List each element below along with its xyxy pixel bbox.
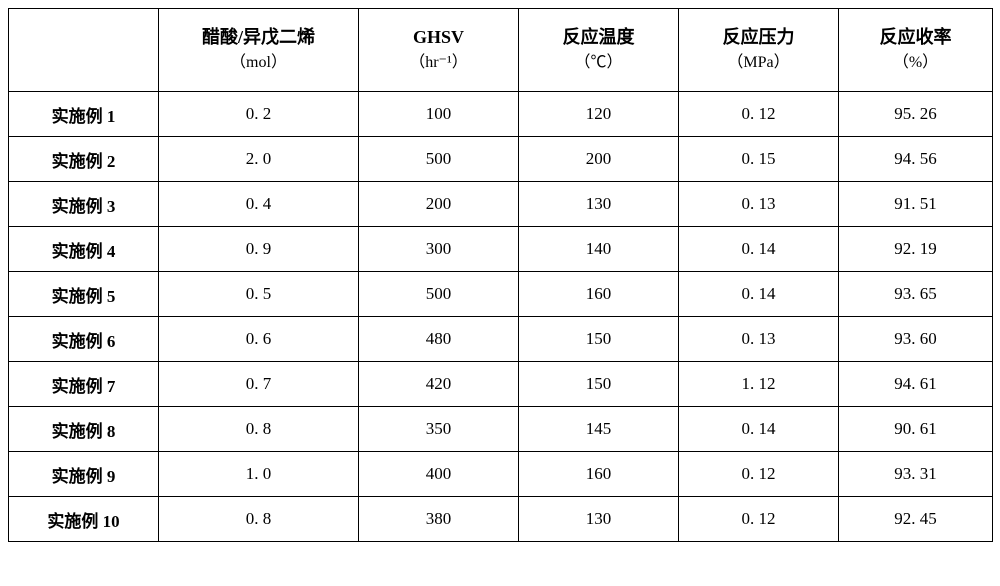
- cell-value: 350: [359, 407, 519, 452]
- cell-value: 160: [519, 272, 679, 317]
- cell-value: 0. 14: [679, 227, 839, 272]
- cell-value: 91. 51: [839, 182, 993, 227]
- col-header-sub: （hr⁻¹）: [359, 50, 518, 76]
- cell-value: 0. 13: [679, 182, 839, 227]
- cell-value: 93. 31: [839, 452, 993, 497]
- cell-value: 380: [359, 497, 519, 542]
- table-row: 实施例 60. 64801500. 1393. 60: [9, 317, 993, 362]
- row-label: 实施例 9: [9, 452, 159, 497]
- cell-value: 0. 13: [679, 317, 839, 362]
- cell-value: 130: [519, 182, 679, 227]
- cell-value: 0. 7: [159, 362, 359, 407]
- table-row: 实施例 91. 04001600. 1293. 31: [9, 452, 993, 497]
- col-header-sub: （%）: [839, 50, 992, 76]
- table-row: 实施例 80. 83501450. 1490. 61: [9, 407, 993, 452]
- row-label: 实施例 10: [9, 497, 159, 542]
- table-row: 实施例 22. 05002000. 1594. 56: [9, 137, 993, 182]
- cell-value: 150: [519, 362, 679, 407]
- cell-value: 94. 56: [839, 137, 993, 182]
- cell-value: 150: [519, 317, 679, 362]
- cell-value: 300: [359, 227, 519, 272]
- cell-value: 0. 8: [159, 407, 359, 452]
- cell-value: 400: [359, 452, 519, 497]
- cell-value: 160: [519, 452, 679, 497]
- cell-value: 0. 2: [159, 92, 359, 137]
- table-body: 实施例 10. 21001200. 1295. 26实施例 22. 050020…: [9, 92, 993, 542]
- col-header-main: GHSV: [359, 25, 518, 50]
- row-label: 实施例 1: [9, 92, 159, 137]
- cell-value: 90. 61: [839, 407, 993, 452]
- cell-value: 92. 19: [839, 227, 993, 272]
- cell-value: 0. 15: [679, 137, 839, 182]
- cell-value: 100: [359, 92, 519, 137]
- row-label: 实施例 4: [9, 227, 159, 272]
- cell-value: 480: [359, 317, 519, 362]
- data-table: 醋酸/异戊二烯 （mol） GHSV （hr⁻¹） 反应温度 （℃） 反应压力 …: [8, 8, 993, 542]
- table-row: 实施例 50. 55001600. 1493. 65: [9, 272, 993, 317]
- cell-value: 0. 9: [159, 227, 359, 272]
- cell-value: 500: [359, 137, 519, 182]
- cell-value: 93. 60: [839, 317, 993, 362]
- table-row: 实施例 30. 42001300. 1391. 51: [9, 182, 993, 227]
- cell-value: 500: [359, 272, 519, 317]
- cell-value: 2. 0: [159, 137, 359, 182]
- row-label: 实施例 6: [9, 317, 159, 362]
- row-label: 实施例 8: [9, 407, 159, 452]
- cell-value: 0. 12: [679, 92, 839, 137]
- col-header-blank: [9, 9, 159, 92]
- col-header-pressure: 反应压力 （MPa）: [679, 9, 839, 92]
- cell-value: 140: [519, 227, 679, 272]
- col-header-ghsv: GHSV （hr⁻¹）: [359, 9, 519, 92]
- cell-value: 0. 4: [159, 182, 359, 227]
- cell-value: 200: [359, 182, 519, 227]
- table-row: 实施例 40. 93001400. 1492. 19: [9, 227, 993, 272]
- col-header-main: 反应压力: [679, 25, 838, 50]
- cell-value: 0. 14: [679, 407, 839, 452]
- cell-value: 0. 6: [159, 317, 359, 362]
- row-label: 实施例 5: [9, 272, 159, 317]
- table-row: 实施例 10. 21001200. 1295. 26: [9, 92, 993, 137]
- cell-value: 0. 14: [679, 272, 839, 317]
- cell-value: 420: [359, 362, 519, 407]
- cell-value: 200: [519, 137, 679, 182]
- col-header-sub: （℃）: [519, 50, 678, 76]
- row-label: 实施例 2: [9, 137, 159, 182]
- cell-value: 130: [519, 497, 679, 542]
- col-header-main: 醋酸/异戊二烯: [159, 25, 358, 50]
- col-header-main: 反应温度: [519, 25, 678, 50]
- cell-value: 1. 12: [679, 362, 839, 407]
- cell-value: 0. 12: [679, 497, 839, 542]
- cell-value: 93. 65: [839, 272, 993, 317]
- cell-value: 0. 12: [679, 452, 839, 497]
- cell-value: 0. 8: [159, 497, 359, 542]
- col-header-yield: 反应收率 （%）: [839, 9, 993, 92]
- table-header-row: 醋酸/异戊二烯 （mol） GHSV （hr⁻¹） 反应温度 （℃） 反应压力 …: [9, 9, 993, 92]
- row-label: 实施例 3: [9, 182, 159, 227]
- col-header-temp: 反应温度 （℃）: [519, 9, 679, 92]
- col-header-ratio: 醋酸/异戊二烯 （mol）: [159, 9, 359, 92]
- row-label: 实施例 7: [9, 362, 159, 407]
- cell-value: 95. 26: [839, 92, 993, 137]
- cell-value: 1. 0: [159, 452, 359, 497]
- col-header-sub: （MPa）: [679, 50, 838, 76]
- col-header-main: 反应收率: [839, 25, 992, 50]
- col-header-sub: （mol）: [159, 50, 358, 76]
- cell-value: 145: [519, 407, 679, 452]
- cell-value: 92. 45: [839, 497, 993, 542]
- table-row: 实施例 100. 83801300. 1292. 45: [9, 497, 993, 542]
- cell-value: 94. 61: [839, 362, 993, 407]
- cell-value: 120: [519, 92, 679, 137]
- table-row: 实施例 70. 74201501. 1294. 61: [9, 362, 993, 407]
- cell-value: 0. 5: [159, 272, 359, 317]
